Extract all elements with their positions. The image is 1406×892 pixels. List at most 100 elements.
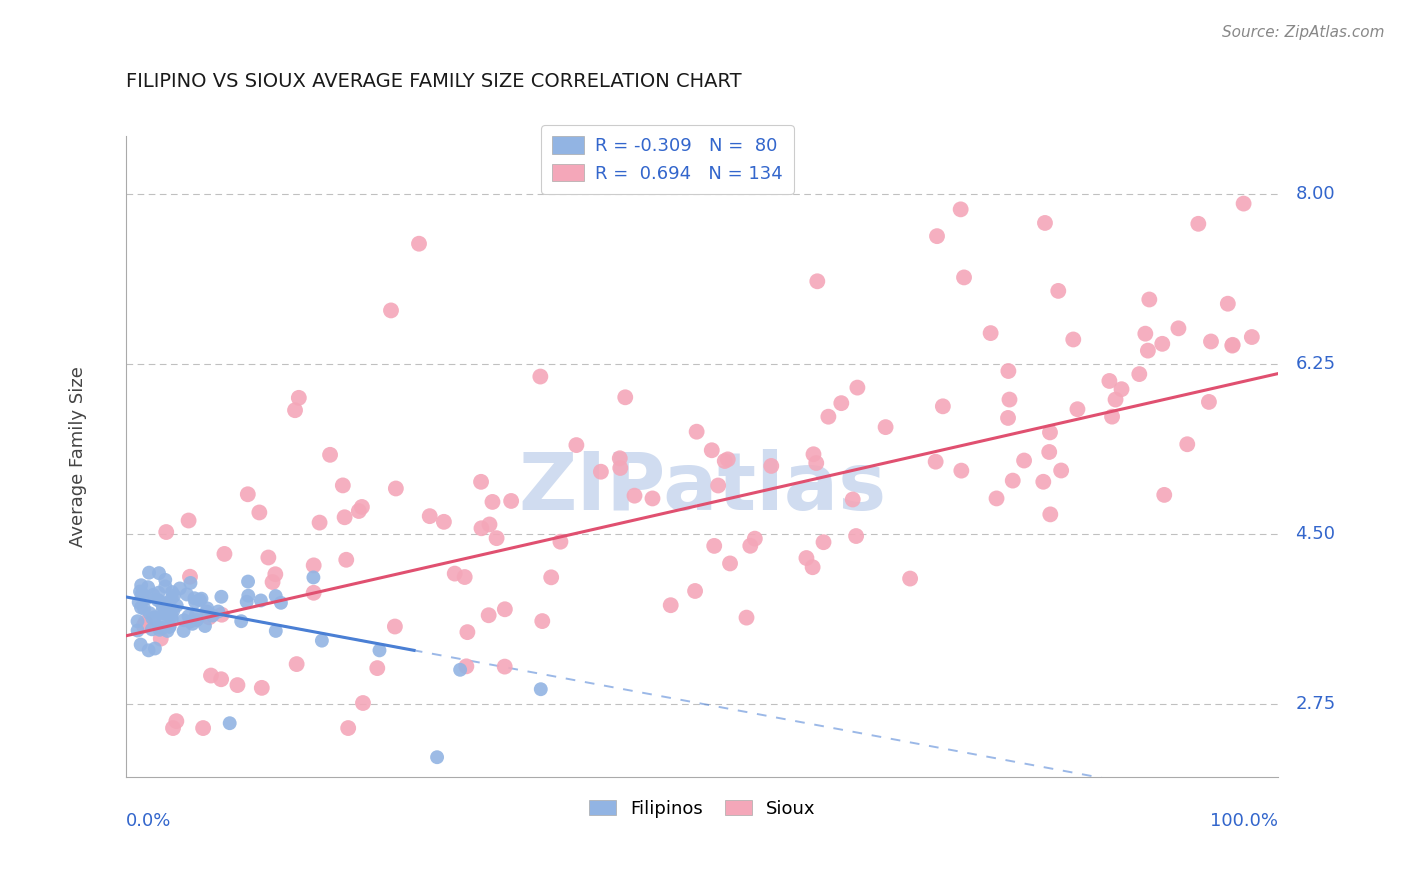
Point <box>218 716 240 731</box>
Point <box>454 570 477 584</box>
Point <box>195 605 218 619</box>
Point <box>337 721 360 735</box>
Point <box>347 504 370 518</box>
Point <box>540 570 562 584</box>
Point <box>1136 343 1159 358</box>
Point <box>478 517 501 532</box>
Point <box>264 624 287 638</box>
Point <box>179 570 201 584</box>
Point <box>796 551 818 566</box>
Point <box>1039 508 1062 522</box>
Point <box>350 500 373 514</box>
Point <box>845 529 868 543</box>
Point <box>236 574 259 589</box>
Point <box>1152 336 1174 351</box>
Text: ZIPatlas: ZIPatlas <box>517 450 886 527</box>
Point <box>1047 284 1070 298</box>
Point <box>183 591 205 606</box>
Point <box>302 586 325 600</box>
Text: 0.0%: 0.0% <box>127 812 172 830</box>
Point <box>456 659 478 673</box>
Point <box>986 491 1008 506</box>
Point <box>188 593 211 607</box>
Point <box>419 509 441 524</box>
Point <box>235 595 257 609</box>
Point <box>150 621 173 635</box>
Point <box>162 604 184 618</box>
Point <box>744 532 766 546</box>
Point <box>830 396 852 410</box>
Point <box>149 595 172 609</box>
Point <box>949 202 972 217</box>
Point <box>659 598 682 612</box>
Point <box>319 448 342 462</box>
Point <box>550 534 572 549</box>
Point <box>703 539 725 553</box>
Point <box>184 607 207 622</box>
Point <box>157 608 180 623</box>
Point <box>250 681 273 695</box>
Point <box>160 609 183 624</box>
Point <box>127 624 149 638</box>
Point <box>155 606 177 620</box>
Point <box>262 575 284 590</box>
Point <box>143 641 166 656</box>
Point <box>207 605 229 619</box>
Point <box>641 491 664 506</box>
Point <box>160 613 183 627</box>
Point <box>1240 330 1263 344</box>
Point <box>1187 217 1209 231</box>
Point <box>209 590 232 604</box>
Point <box>718 557 741 571</box>
Point <box>501 494 523 508</box>
Point <box>1222 338 1244 352</box>
Point <box>135 591 157 606</box>
Point <box>153 607 176 621</box>
Point <box>129 600 152 615</box>
Point <box>735 610 758 624</box>
Point <box>138 606 160 620</box>
Point <box>250 593 273 607</box>
Point <box>236 487 259 501</box>
Point <box>132 601 155 615</box>
Point <box>1032 475 1054 489</box>
Point <box>127 614 149 628</box>
Point <box>1128 367 1150 381</box>
Point <box>1001 474 1024 488</box>
Point <box>302 558 325 573</box>
Point <box>740 539 762 553</box>
Point <box>149 623 172 637</box>
Point <box>366 661 388 675</box>
Point <box>141 611 163 625</box>
Point <box>806 274 828 288</box>
Point <box>162 721 184 735</box>
Point <box>953 270 976 285</box>
Point <box>194 619 217 633</box>
Point <box>1101 409 1123 424</box>
Point <box>803 447 825 461</box>
Point <box>200 668 222 682</box>
Point <box>173 613 195 627</box>
Point <box>609 451 631 466</box>
Point <box>163 589 186 603</box>
Point <box>456 625 478 640</box>
Point <box>385 482 408 496</box>
Point <box>426 750 449 764</box>
Point <box>841 492 863 507</box>
Point <box>717 452 740 467</box>
Point <box>195 601 218 615</box>
Point <box>529 369 551 384</box>
Point <box>925 229 948 244</box>
Point <box>530 682 553 697</box>
Point <box>142 588 165 602</box>
Point <box>932 400 955 414</box>
Point <box>181 616 204 631</box>
Point <box>148 586 170 600</box>
Point <box>1167 321 1189 335</box>
Point <box>614 390 637 404</box>
Point <box>136 580 159 594</box>
Point <box>159 620 181 634</box>
Point <box>132 618 155 632</box>
Point <box>160 585 183 599</box>
Point <box>264 567 287 582</box>
